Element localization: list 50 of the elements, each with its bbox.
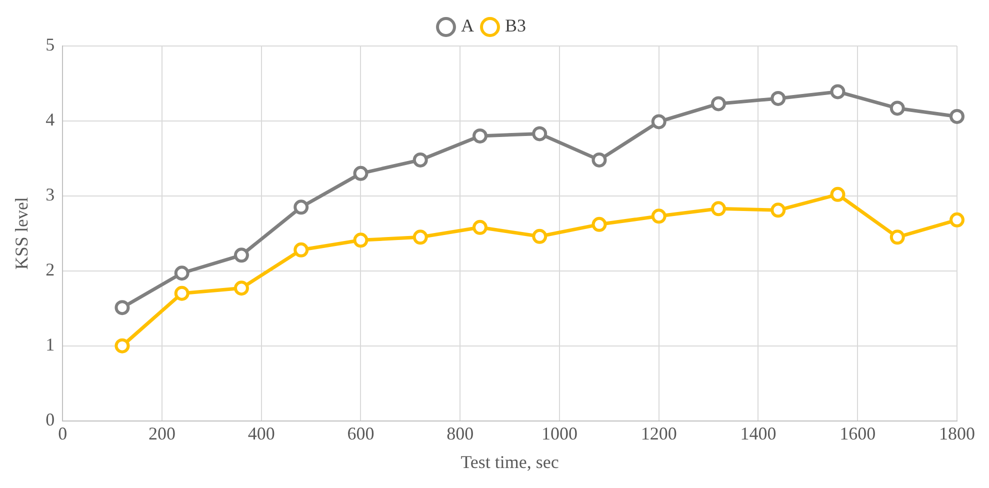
- y-axis-title: KSS level: [12, 197, 32, 270]
- x-tick-label: 1400: [740, 423, 776, 444]
- point: [532, 228, 548, 244]
- x-axis-title: Test time, sec: [460, 452, 559, 472]
- x-tick-label: 200: [148, 423, 176, 444]
- point: [651, 208, 666, 224]
- point: [890, 230, 905, 245]
- y-tick-label: 2: [46, 260, 55, 280]
- point: [950, 108, 964, 124]
- point: [114, 338, 130, 354]
- point: [294, 200, 309, 215]
- y-tick-label: 0: [46, 410, 55, 430]
- point: [890, 100, 905, 116]
- x-tick-label: 1000: [541, 423, 578, 444]
- y-tick-label: 5: [46, 34, 55, 55]
- point: [353, 232, 368, 248]
- point: [412, 152, 428, 168]
- y-tick-label: 3: [46, 184, 55, 205]
- point: [234, 280, 249, 296]
- point: [472, 128, 488, 144]
- point: [710, 96, 726, 112]
- point: [830, 84, 846, 100]
- point: [294, 242, 309, 258]
- point: [710, 201, 726, 216]
- x-tick-label: 1600: [840, 423, 876, 444]
- point: [950, 212, 964, 228]
- x-tick-label: 600: [347, 423, 374, 444]
- point: [651, 114, 666, 130]
- x-tick-label: 400: [248, 423, 275, 444]
- y-tick-label: 1: [46, 334, 55, 355]
- point: [174, 266, 190, 281]
- point: [114, 300, 130, 316]
- x-tick-label: 0: [58, 423, 68, 444]
- point: [412, 230, 428, 245]
- y-tick-label: 4: [46, 110, 55, 130]
- point: [830, 186, 846, 202]
- legend-label: A: [461, 16, 474, 36]
- point: [770, 90, 786, 106]
- point: [770, 202, 786, 218]
- point: [234, 248, 249, 263]
- legend-label: B3: [504, 16, 526, 36]
- point: [174, 286, 190, 301]
- x-tick-label: 800: [446, 423, 474, 444]
- point: [532, 126, 548, 142]
- x-tick-label: 1800: [939, 423, 975, 444]
- point: [592, 152, 607, 168]
- x-tick-label: 1200: [640, 423, 677, 444]
- point: [353, 166, 368, 181]
- point: [472, 220, 488, 235]
- point: [592, 216, 607, 232]
